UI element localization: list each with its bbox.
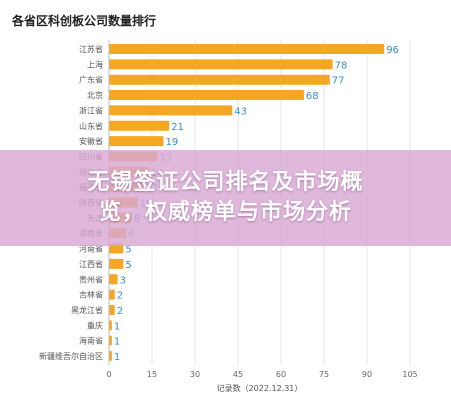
bar — [109, 289, 115, 300]
value-label: 19 — [165, 137, 178, 148]
bar — [109, 304, 115, 315]
x-tick-label: 30 — [190, 370, 200, 379]
x-tick-label: 60 — [276, 370, 286, 379]
value-label: 96 — [386, 45, 399, 56]
category-label: 广东省 — [79, 75, 103, 85]
banner-line-1: 无锡签证公司排名及市场概 — [87, 170, 364, 195]
x-tick-label: 105 — [402, 370, 417, 379]
category-label: 海南省 — [79, 336, 103, 346]
category-label: 河南省 — [79, 244, 103, 254]
bar — [109, 90, 304, 101]
category-label: 安徽省 — [79, 136, 103, 146]
value-label: 2 — [117, 306, 123, 317]
bar — [109, 335, 112, 346]
bar — [109, 243, 124, 254]
category-label: 上海 — [87, 59, 103, 69]
category-label: 江西省 — [79, 259, 103, 269]
category-label: 江苏省 — [79, 44, 103, 54]
value-label: 1 — [114, 352, 120, 363]
bar — [109, 351, 112, 361]
chart-title: 各省区科创板公司数量排行 — [12, 14, 157, 28]
value-label: 5 — [125, 245, 131, 256]
banner-line-2: 览，权威榜单与市场分析 — [98, 200, 352, 225]
category-label: 贵州省 — [79, 274, 103, 284]
category-label: 浙江省 — [79, 105, 103, 115]
x-tick-label: 15 — [147, 370, 157, 379]
value-label: 1 — [114, 337, 120, 348]
bar — [109, 44, 385, 54]
category-label: 新疆维吾尔自治区 — [39, 351, 103, 361]
value-label: 78 — [335, 60, 348, 71]
category-label: 吉林省 — [79, 290, 103, 300]
x-tick-label: 75 — [319, 370, 329, 379]
value-label: 43 — [234, 106, 247, 117]
bar — [109, 59, 333, 70]
value-label: 1 — [114, 321, 120, 332]
bar — [109, 274, 118, 285]
value-label: 21 — [171, 122, 184, 133]
overlay-banner: 无锡签证公司排名及市场概 览，权威榜单与市场分析 — [0, 150, 451, 246]
bar — [109, 320, 112, 331]
value-label: 3 — [120, 275, 126, 286]
value-label: 77 — [332, 76, 345, 87]
category-label: 黑龙江省 — [71, 305, 103, 315]
bar — [109, 105, 233, 116]
bar — [109, 74, 330, 85]
bar — [109, 136, 164, 147]
bar — [109, 258, 124, 269]
x-axis-label: 记录数（2022.12.31） — [217, 383, 303, 393]
category-label: 北京 — [87, 90, 103, 100]
x-tick-label: 45 — [233, 370, 243, 379]
category-label: 山东省 — [79, 121, 103, 131]
bar — [109, 120, 170, 131]
x-tick-label: 90 — [362, 370, 372, 379]
x-tick-label: 0 — [106, 370, 111, 379]
category-label: 重庆 — [87, 320, 103, 330]
value-label: 5 — [125, 260, 131, 271]
value-label: 68 — [306, 91, 319, 102]
value-label: 2 — [117, 291, 123, 302]
